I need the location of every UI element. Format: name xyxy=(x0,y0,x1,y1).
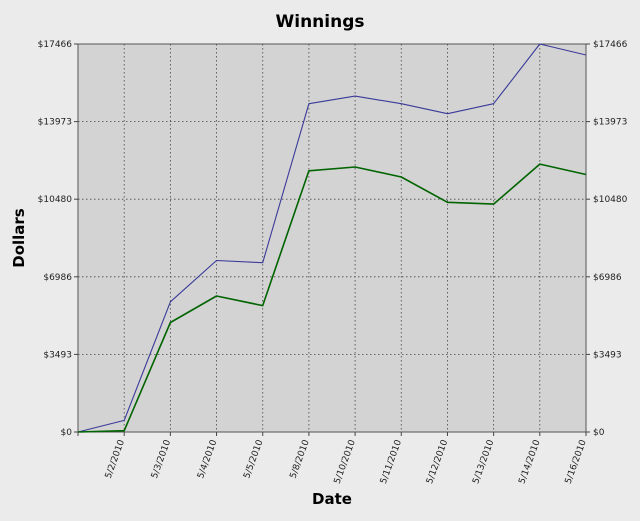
y-tick-label-left: $0 xyxy=(61,428,73,438)
x-tick-label: 5/10/2010 xyxy=(333,438,358,485)
y-tick-label-left: $13973 xyxy=(38,118,72,128)
x-tick-label: 5/4/2010 xyxy=(196,438,219,480)
x-tick-label: 5/16/2010 xyxy=(564,438,589,485)
y-tick-label-right: $6986 xyxy=(593,273,622,283)
y-tick-label-left: $17466 xyxy=(38,40,73,50)
y-tick-label-left: $6986 xyxy=(43,273,72,283)
y-tick-label-left: $3493 xyxy=(43,350,72,360)
y-tick-label-left: $10480 xyxy=(38,195,73,205)
x-tick-label: 5/8/2010 xyxy=(289,438,312,480)
x-tick-label: 5/12/2010 xyxy=(425,438,450,485)
x-axis-label: Date xyxy=(312,490,352,508)
y-tick-label-right: $10480 xyxy=(593,195,628,205)
y-tick-label-right: $3493 xyxy=(593,350,622,360)
series-1-line xyxy=(77,43,587,433)
plot-area xyxy=(77,43,587,433)
x-tick-label: 5/5/2010 xyxy=(242,438,265,480)
x-tick-label: 5/11/2010 xyxy=(379,438,404,485)
plot-background xyxy=(77,43,587,433)
y-axis-label: Dollars xyxy=(10,208,28,268)
x-axis: 5/2/2010 5/3/2010 5/4/2010 5/5/2010 5/8/2010… xyxy=(77,432,589,485)
x-tick-label: 5/2/2010 xyxy=(104,438,127,480)
x-tick-label: 5/14/2010 xyxy=(517,438,542,485)
series-2-line xyxy=(77,163,587,433)
x-tick-label: 5/13/2010 xyxy=(471,438,496,485)
series-group xyxy=(77,43,587,433)
y-tick-label-right: $13973 xyxy=(593,118,627,128)
y-axis-left: $0 $3493 $6986 $10480 $13973 $17466 xyxy=(38,40,78,438)
y-tick-label-right: $17466 xyxy=(593,40,628,50)
chart-title: Winnings xyxy=(275,12,364,32)
y-tick-label-right: $0 xyxy=(593,428,605,438)
y-axis-right: $0 $3493 $6986 $10480 $13973 $17466 xyxy=(586,40,628,438)
grid-lines xyxy=(78,44,586,432)
x-tick-label: 5/3/2010 xyxy=(150,438,173,480)
